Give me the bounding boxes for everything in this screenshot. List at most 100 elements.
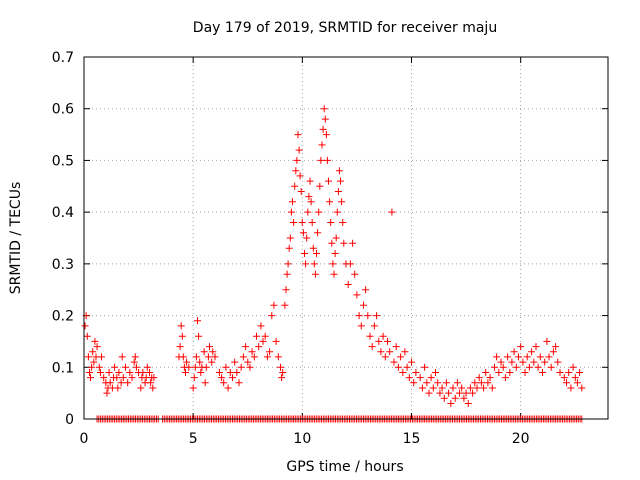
data-point [484,379,492,387]
data-point [328,239,336,247]
data-point [340,239,348,247]
data-point [98,353,105,361]
data-point [301,250,308,257]
data-point [353,291,361,299]
data-point [292,167,300,175]
data-point [333,208,341,216]
data-point [491,363,498,371]
data-point [499,363,507,371]
grid [84,57,608,419]
data-point [103,389,111,397]
data-point [323,156,331,164]
data-point [106,379,114,387]
data-point [316,182,324,190]
data-point [204,353,212,361]
data-point [442,379,450,387]
data-point [573,379,581,387]
data-point [176,343,184,351]
data-point [195,332,203,340]
data-point [410,379,418,387]
data-point [547,363,555,371]
data-point [215,369,223,376]
data-point [189,384,197,392]
data-point [117,379,125,387]
data-point [534,363,542,371]
data-point [209,348,217,356]
data-point [379,332,387,340]
data-point [147,379,155,387]
data-point [543,337,551,345]
data-point [327,219,335,226]
data-point [349,239,357,247]
data-point [335,167,343,175]
data-point [246,363,254,371]
data-point [447,400,455,407]
data-point [190,374,198,382]
data-point [132,363,140,371]
y-tick-label: 0.3 [52,257,74,273]
data-point [302,260,310,268]
data-point [282,286,290,294]
data-point [100,374,108,382]
data-point [290,219,298,226]
data-point [432,369,439,376]
data-point [381,353,389,361]
data-point [480,384,488,392]
data-point [244,358,252,366]
data-point [576,369,584,376]
data-point [286,234,294,242]
data-point [512,363,520,371]
data-point [325,177,332,185]
data-point [192,353,200,361]
data-point [556,369,564,376]
data-point [285,244,293,252]
data-point [284,260,292,268]
data-point [182,369,189,376]
data-point [279,369,287,376]
data-point [434,379,442,387]
data-point [308,219,316,226]
data-point [237,363,245,371]
data-point [149,384,157,392]
data-point [539,369,546,376]
data-point [346,260,354,268]
data-point [351,270,359,278]
data-point [408,358,415,366]
data-point [462,389,470,397]
data-point [469,389,477,397]
data-point [545,353,553,361]
data-point [128,374,136,382]
data-point [222,363,230,371]
data-point [322,131,330,139]
y-tick-label: 0 [65,412,74,428]
data-point [508,358,516,366]
data-point [334,188,342,195]
data-point [552,343,560,351]
data-point [248,348,256,356]
data-point [95,363,103,371]
data-point [255,343,263,351]
data-point [311,270,319,278]
chart-title: Day 179 of 2019, SRMTID for receiver maj… [193,20,497,36]
data-point [305,193,313,201]
data-point [366,332,374,340]
data-point [386,348,394,356]
axis-ticks: 0 0.1 0.2 0.3 0.4 0.5 0.6 0.7 0 5 10 15 20 [52,50,608,447]
data-point [202,363,210,371]
data-point [375,337,383,345]
data-point [298,219,306,226]
data-point [309,244,317,252]
data-point [504,353,512,361]
x-tick-label: 20 [512,431,530,447]
data-point [208,358,216,366]
data-point [287,208,295,216]
data-point [211,353,219,361]
data-point [403,363,411,371]
data-point [229,374,236,382]
data-point [401,348,409,356]
data-point [337,177,344,185]
data-point [321,115,329,123]
data-point [306,177,314,185]
data-point [200,348,208,356]
plot-frame [83,56,609,420]
